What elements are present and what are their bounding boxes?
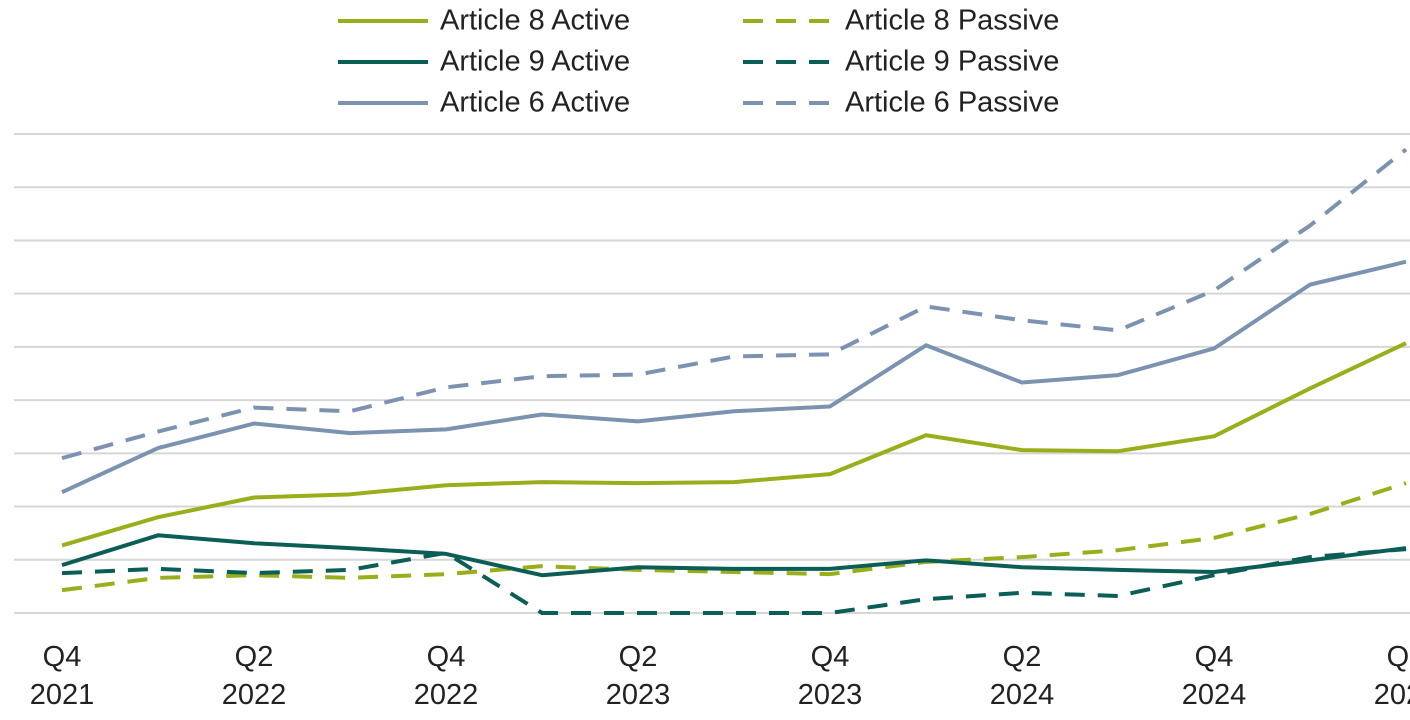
x-tick-label: Q2 2022: [221, 641, 287, 711]
series-line: [61, 259, 1407, 495]
x-tick-label: Q2 2025: [1373, 641, 1410, 711]
legend-label: Article 8 Passive: [845, 5, 1059, 37]
legend-label: Article 9 Active: [440, 46, 630, 78]
x-tick-label: Q4 2024: [1181, 641, 1247, 711]
x-tick-label: Q4 2022: [413, 641, 479, 711]
legend-label: Article 6 Active: [440, 87, 630, 119]
legend-label: Article 9 Passive: [845, 46, 1059, 78]
x-tick-label: Q4 2021: [29, 641, 95, 711]
series-line: [61, 547, 1407, 615]
x-tick-label: Q4 2023: [797, 641, 863, 711]
series-line: [61, 533, 1407, 578]
legend-label: Article 8 Active: [440, 5, 630, 37]
x-tick-label: Q2 2023: [605, 641, 671, 711]
x-tick-label: Q2 2024: [989, 641, 1055, 711]
legend-label: Article 6 Passive: [845, 87, 1059, 119]
series-line: [61, 341, 1407, 548]
series-line: [61, 481, 1407, 593]
